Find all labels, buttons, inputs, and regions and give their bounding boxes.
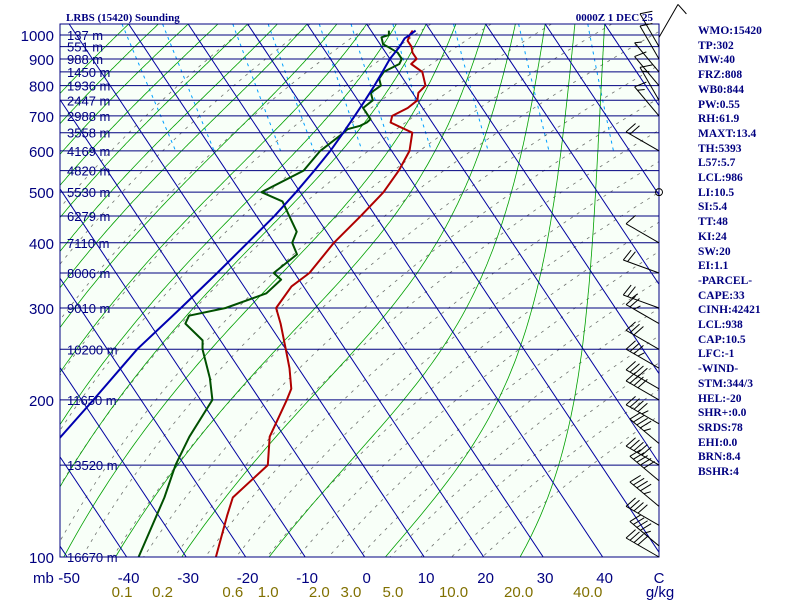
pressure-tick-label: 400 [29, 236, 54, 253]
index-item: SRDS:78 [698, 421, 798, 436]
index-item: KI:24 [698, 230, 798, 245]
index-item: LCL:986 [698, 171, 798, 186]
index-item: L57:5.7 [698, 156, 798, 171]
pressure-tick-label: 200 [29, 393, 54, 410]
height-label: 3558 m [67, 126, 110, 141]
height-label: 11650 m [67, 393, 117, 408]
mixing-ratio-unit-label: g/kg [646, 584, 674, 600]
index-item: EI:1.1 [698, 259, 798, 274]
height-label: 1450 m [67, 65, 110, 80]
height-label: 5530 m [67, 185, 110, 200]
height-label: 8006 m [67, 266, 110, 281]
index-item: LFC:-1 [698, 347, 798, 362]
index-item: BRN:8.4 [698, 450, 798, 465]
temperature-tick-label: -30 [177, 570, 199, 587]
mixing-ratio-label: 0.2 [152, 584, 173, 600]
height-label: 4169 m [67, 144, 110, 159]
plot-area [60, 24, 659, 557]
mixing-ratio-label: 10.0 [439, 584, 468, 600]
index-item: HEL:-20 [698, 392, 798, 407]
index-item: FRZ:808 [698, 68, 798, 83]
temperature-tick-label: 10 [418, 570, 435, 587]
pressure-tick-label: 900 [29, 52, 54, 69]
mixing-ratio-label: 1.0 [258, 584, 279, 600]
barb-feather [678, 4, 686, 13]
index-item: LI:10.5 [698, 186, 798, 201]
index-item: PW:0.55 [698, 98, 798, 113]
height-label: 13520 m [67, 458, 118, 473]
index-item: CINH:42421 [698, 303, 798, 318]
barb-staff [659, 4, 678, 37]
index-item: MAXT:13.4 [698, 127, 798, 142]
height-label: 10200 m [67, 342, 118, 357]
height-label: 6279 m [67, 209, 110, 224]
index-item: BSHR:4 [698, 465, 798, 480]
pressure-tick-label: 600 [29, 144, 54, 161]
pressure-tick-label: 500 [29, 185, 54, 202]
mixing-ratio-label: 5.0 [382, 584, 403, 600]
index-item: WMO:15420 [698, 24, 798, 39]
mixing-ratio-label: 3.0 [341, 584, 362, 600]
mixing-ratio-label: 0.1 [112, 584, 133, 600]
height-label: 16670 m [67, 550, 118, 565]
pressure-tick-label: 800 [29, 79, 54, 96]
mixing-ratio-label: 40.0 [573, 584, 602, 600]
index-item: EHI:0.0 [698, 436, 798, 451]
temperature-tick-label: 20 [477, 570, 494, 587]
index-item: CAPE:33 [698, 289, 798, 304]
index-item: TP:302 [698, 39, 798, 54]
index-item: TH:5393 [698, 142, 798, 157]
station-title: LRBS (15420) Sounding [66, 12, 180, 24]
pressure-tick-label: 1000 [21, 28, 54, 45]
index-item: SW:20 [698, 245, 798, 260]
index-item: STM:344/3 [698, 377, 798, 392]
temperature-tick-label: 0 [362, 570, 370, 587]
index-item: -WIND- [698, 362, 798, 377]
height-label: 9010 m [67, 301, 110, 316]
height-label: 7110 m [67, 236, 109, 251]
pressure-tick-label: 300 [29, 301, 54, 318]
mixing-ratio-label: 0.6 [222, 584, 243, 600]
height-label: 1936 m [67, 79, 110, 94]
pressure-tick-label: 100 [29, 550, 54, 567]
index-item: -PARCEL- [698, 274, 798, 289]
isotherm [0, 24, 67, 557]
sounding-time: 0000Z 1 DEC 25 [576, 12, 654, 24]
index-item: MW:40 [698, 53, 798, 68]
index-item: RH:61.9 [698, 112, 798, 127]
mixing-ratio-label: 2.0 [309, 584, 330, 600]
pressure-unit-label: mb [33, 570, 54, 587]
index-item: WB0:844 [698, 83, 798, 98]
height-label: 2988 m [67, 109, 110, 124]
index-item: SI:5.4 [698, 200, 798, 215]
height-label: 2447 m [67, 93, 110, 108]
height-label: 137 m [67, 28, 103, 43]
mixing-ratio-label: 20.0 [504, 584, 533, 600]
wind-barb [659, 4, 686, 37]
isotherm [0, 24, 8, 557]
height-label: 4820 m [67, 164, 110, 179]
index-item: LCL:938 [698, 318, 798, 333]
index-item: SHR+:0.0 [698, 406, 798, 421]
index-item: TT:48 [698, 215, 798, 230]
temperature-tick-label: 30 [537, 570, 554, 587]
pressure-tick-label: 700 [29, 109, 54, 126]
temperature-tick-label: -50 [58, 570, 80, 587]
index-item: CAP:10.5 [698, 333, 798, 348]
